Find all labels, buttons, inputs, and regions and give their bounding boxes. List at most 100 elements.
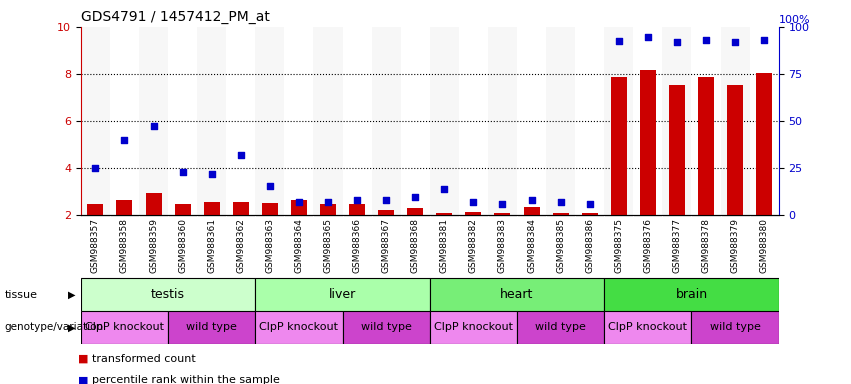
- Point: [583, 201, 597, 207]
- Point: [263, 182, 277, 189]
- Text: ▶: ▶: [68, 290, 76, 300]
- Text: genotype/variation: genotype/variation: [4, 322, 103, 333]
- Bar: [552, 213, 568, 215]
- Text: GSM988364: GSM988364: [294, 218, 304, 273]
- Bar: [372, 27, 401, 215]
- Bar: [349, 204, 365, 215]
- Text: ClpP knockout: ClpP knockout: [608, 322, 688, 333]
- Bar: [255, 278, 430, 311]
- Bar: [430, 311, 517, 344]
- Bar: [582, 213, 597, 215]
- Point: [728, 39, 742, 45]
- Point: [495, 201, 509, 207]
- Text: GSM988381: GSM988381: [440, 218, 448, 273]
- Bar: [88, 204, 103, 215]
- Bar: [408, 208, 423, 215]
- Bar: [611, 78, 626, 215]
- Bar: [488, 27, 517, 215]
- Text: wild type: wild type: [710, 322, 761, 333]
- Bar: [146, 193, 162, 215]
- Point: [146, 122, 160, 129]
- Bar: [575, 27, 604, 215]
- Point: [641, 35, 654, 41]
- Point: [757, 37, 771, 43]
- Text: tissue: tissue: [4, 290, 37, 300]
- Text: GSM988384: GSM988384: [527, 218, 536, 273]
- Bar: [517, 27, 546, 215]
- Bar: [437, 213, 452, 215]
- Text: brain: brain: [676, 288, 707, 301]
- Text: transformed count: transformed count: [92, 354, 196, 364]
- Text: GSM988377: GSM988377: [672, 218, 682, 273]
- Bar: [168, 311, 255, 344]
- Bar: [494, 213, 511, 215]
- Text: GSM988378: GSM988378: [701, 218, 711, 273]
- Point: [408, 194, 422, 200]
- Text: GSM988385: GSM988385: [556, 218, 565, 273]
- Text: GSM988358: GSM988358: [120, 218, 129, 273]
- Bar: [81, 27, 110, 215]
- Bar: [692, 27, 721, 215]
- Point: [700, 37, 713, 43]
- Point: [554, 199, 568, 205]
- Bar: [517, 311, 604, 344]
- Bar: [459, 27, 488, 215]
- Bar: [342, 311, 430, 344]
- Text: GSM988359: GSM988359: [149, 218, 158, 273]
- Bar: [233, 202, 248, 215]
- Text: GSM988357: GSM988357: [91, 218, 100, 273]
- Bar: [721, 27, 750, 215]
- Bar: [604, 311, 691, 344]
- Text: ClpP knockout: ClpP knockout: [260, 322, 339, 333]
- Point: [234, 152, 248, 158]
- Bar: [633, 27, 662, 215]
- Bar: [320, 204, 336, 215]
- Bar: [313, 27, 342, 215]
- Point: [321, 199, 334, 205]
- Bar: [430, 27, 459, 215]
- Bar: [139, 27, 168, 215]
- Text: testis: testis: [151, 288, 185, 301]
- Bar: [662, 27, 691, 215]
- Bar: [640, 70, 656, 215]
- Bar: [203, 202, 220, 215]
- Point: [176, 169, 190, 175]
- Point: [205, 171, 219, 177]
- Bar: [255, 311, 342, 344]
- Bar: [669, 84, 685, 215]
- Bar: [692, 311, 779, 344]
- Text: ClpP knockout: ClpP knockout: [434, 322, 513, 333]
- Text: 100%: 100%: [779, 15, 810, 25]
- Text: GSM988386: GSM988386: [585, 218, 594, 273]
- Text: GSM988362: GSM988362: [237, 218, 245, 273]
- Bar: [727, 84, 743, 215]
- Text: GSM988376: GSM988376: [643, 218, 653, 273]
- Text: GSM988363: GSM988363: [266, 218, 274, 273]
- Bar: [284, 27, 313, 215]
- Point: [292, 199, 306, 205]
- Bar: [168, 27, 197, 215]
- Text: ■: ■: [78, 375, 89, 384]
- Text: wild type: wild type: [361, 322, 412, 333]
- Text: GSM988382: GSM988382: [469, 218, 478, 273]
- Text: GSM988383: GSM988383: [498, 218, 507, 273]
- Text: liver: liver: [328, 288, 357, 301]
- Bar: [262, 203, 277, 215]
- Bar: [342, 27, 372, 215]
- Text: ClpP knockout: ClpP knockout: [85, 322, 164, 333]
- Bar: [117, 200, 133, 215]
- Text: GSM988368: GSM988368: [411, 218, 420, 273]
- Text: GDS4791 / 1457412_PM_at: GDS4791 / 1457412_PM_at: [81, 10, 270, 25]
- Bar: [401, 27, 430, 215]
- Point: [351, 197, 364, 203]
- Point: [437, 186, 451, 192]
- Text: ■: ■: [78, 354, 89, 364]
- Text: GSM988365: GSM988365: [323, 218, 333, 273]
- Point: [612, 38, 625, 44]
- Point: [89, 165, 102, 171]
- Point: [117, 137, 131, 143]
- Text: wild type: wild type: [535, 322, 586, 333]
- Bar: [110, 27, 139, 215]
- Text: GSM988367: GSM988367: [381, 218, 391, 273]
- Bar: [604, 27, 633, 215]
